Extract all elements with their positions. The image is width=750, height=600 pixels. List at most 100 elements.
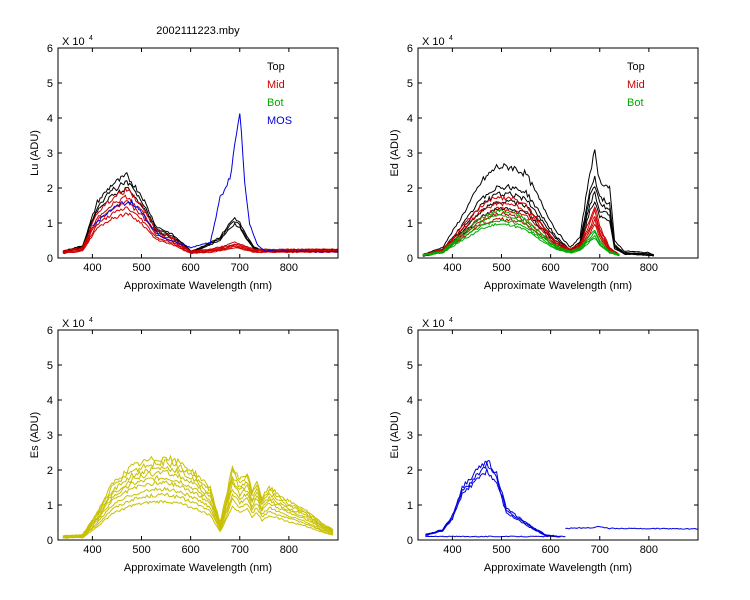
- axes-frame: [417, 47, 699, 259]
- chart-es: 400 500 600 700 800 0 1 2 3 4 5 6 X 10 4 Approximate W…: [29, 317, 339, 574]
- x-tick-label: 600: [181, 262, 199, 274]
- y-tick-label: 6: [407, 43, 413, 55]
- series-mid-line: [422, 195, 620, 256]
- x-tick-label: 600: [181, 544, 199, 556]
- y-tick-label: 1: [407, 500, 413, 512]
- series-top-line: [422, 175, 655, 256]
- legend-top: Top: [267, 61, 285, 73]
- y-tick-label: 3: [47, 430, 53, 442]
- y-axis-label: Es (ADU): [29, 412, 41, 458]
- x-tick-label: 500: [492, 544, 510, 556]
- x-tick-label: 800: [640, 544, 658, 556]
- plot-area: [62, 113, 338, 255]
- y-tick-label: 4: [47, 395, 53, 407]
- series-es-line: [62, 454, 334, 537]
- y-tick-label: 0: [47, 535, 53, 547]
- y-tick-label: 6: [47, 325, 53, 337]
- y-tick-label: 3: [407, 430, 413, 442]
- x-tick-label: 700: [591, 262, 609, 274]
- series-es-line: [62, 492, 334, 539]
- y-multiplier: X 10: [422, 36, 445, 48]
- series-mos-line: [92, 113, 338, 253]
- legend-top: Top: [627, 61, 645, 73]
- y-tick-label: 2: [407, 465, 413, 477]
- series-es-line: [62, 458, 334, 537]
- series-es-line: [62, 475, 334, 538]
- y-multiplier-exponent: 4: [449, 317, 453, 324]
- y-tick-label: 1: [47, 500, 53, 512]
- series-mid-line: [422, 212, 620, 257]
- plot-area: [62, 454, 334, 539]
- axes-frame: [57, 47, 339, 259]
- x-tick-label: 700: [591, 544, 609, 556]
- series-bot-line: [422, 219, 620, 256]
- y-multiplier: X 10: [422, 318, 445, 330]
- series-mid-line: [62, 194, 338, 253]
- series-mid-line: [422, 200, 620, 256]
- chart-ed: 400 500 600 700 800 0 1 2 3 4 5 6 X 10 4 Approximate W…: [389, 35, 699, 292]
- x-axis-label: Approximate Wavelength (nm): [124, 562, 272, 574]
- series-es-line: [62, 486, 334, 539]
- y-axis-label: Ed (ADU): [389, 129, 401, 176]
- series-top-line: [62, 186, 338, 253]
- series-es-line: [62, 500, 334, 539]
- y-multiplier: X 10: [62, 36, 85, 48]
- legend-mid: Mid: [627, 79, 645, 91]
- x-tick-label: 400: [83, 544, 101, 556]
- x-tick-label: 500: [492, 262, 510, 274]
- x-axis-label: Approximate Wavelength (nm): [484, 562, 632, 574]
- x-tick-label: 700: [231, 544, 249, 556]
- series-bot-line: [422, 208, 620, 255]
- series-es-line: [62, 480, 334, 538]
- series-bot-line: [422, 213, 620, 256]
- y-tick-label: 4: [47, 113, 53, 125]
- y-multiplier-exponent: 4: [89, 317, 93, 324]
- x-tick-label: 800: [280, 262, 298, 274]
- y-tick-label: 5: [407, 360, 413, 372]
- y-tick-label: 1: [407, 218, 413, 230]
- y-multiplier: X 10: [62, 318, 85, 330]
- series-es-line: [62, 465, 334, 537]
- series-eu-red-line: [565, 525, 698, 530]
- x-tick-label: 500: [132, 262, 150, 274]
- x-tick-label: 500: [132, 544, 150, 556]
- y-tick-label: 0: [47, 253, 53, 265]
- y-axis-label: Lu (ADU): [29, 130, 41, 176]
- x-tick-label: 700: [231, 262, 249, 274]
- x-tick-label: 400: [443, 262, 461, 274]
- plot-area: [425, 460, 698, 538]
- x-tick-label: 400: [443, 544, 461, 556]
- y-multiplier-exponent: 4: [89, 35, 93, 42]
- x-axis-label: Approximate Wavelength (nm): [124, 280, 272, 292]
- series-mid-line: [62, 212, 338, 255]
- series-eu-line: [425, 460, 561, 537]
- y-axis-label: Eu (ADU): [389, 411, 401, 458]
- chart-eu: 400 500 600 700 800 0 1 2 3 4 5 6 X 10 4 Approximate W…: [389, 317, 699, 574]
- series-bot-line: [422, 222, 620, 257]
- y-tick-label: 3: [407, 148, 413, 160]
- chart-lu: 400 500 600 700 800 0 1 2 3 4 5 6 X 10 4 Approximate W…: [29, 35, 339, 292]
- y-tick-label: 0: [407, 535, 413, 547]
- y-tick-label: 0: [407, 253, 413, 265]
- series-eu-line: [425, 460, 561, 538]
- x-tick-label: 600: [541, 262, 559, 274]
- x-axis-label: Approximate Wavelength (nm): [484, 280, 632, 292]
- y-tick-label: 5: [47, 360, 53, 372]
- series-eu-baseline-line: [425, 535, 566, 538]
- y-tick-label: 6: [47, 43, 53, 55]
- y-tick-label: 2: [47, 465, 53, 477]
- x-tick-label: 600: [541, 544, 559, 556]
- y-multiplier-exponent: 4: [449, 35, 453, 42]
- y-tick-label: 5: [407, 78, 413, 90]
- y-tick-label: 1: [47, 218, 53, 230]
- legend-bot: Bot: [627, 97, 644, 109]
- y-tick-label: 5: [47, 78, 53, 90]
- legend-mos: MOS: [267, 115, 292, 127]
- y-tick-label: 3: [47, 148, 53, 160]
- y-tick-label: 4: [407, 113, 413, 125]
- y-tick-label: 4: [407, 395, 413, 407]
- axes-frame: [417, 329, 699, 541]
- series-mid-line: [62, 206, 338, 254]
- x-tick-label: 800: [640, 262, 658, 274]
